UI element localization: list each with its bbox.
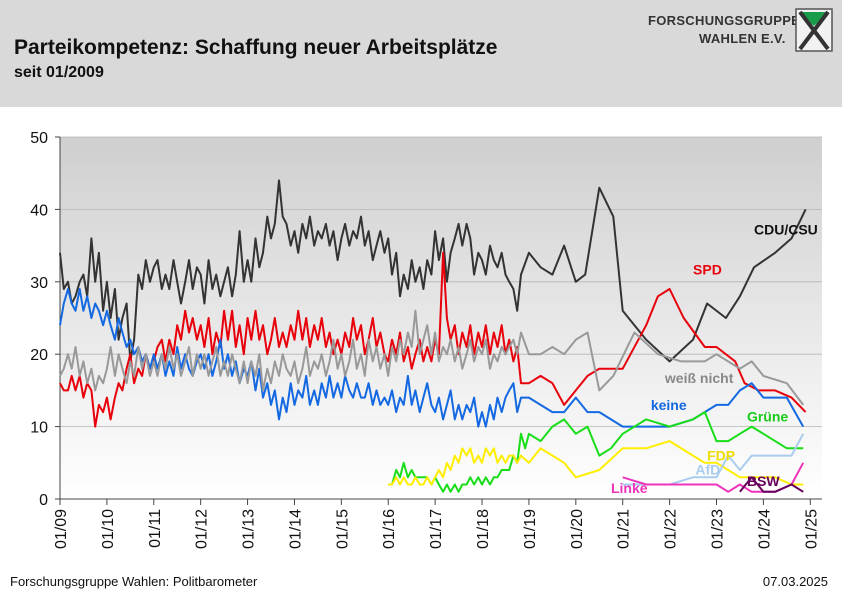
x-tick-label: 01/21 — [616, 509, 633, 549]
logo-line1: FORSCHUNGSGRUPPE — [648, 13, 801, 28]
logo-x-icon — [795, 8, 833, 52]
x-tick-label: 01/23 — [709, 509, 726, 549]
y-tick-label: 30 — [30, 275, 48, 292]
series-line-bsw — [739, 476, 804, 493]
series-lines — [59, 179, 807, 493]
series-label: Grüne — [747, 409, 788, 425]
x-tick-label: 01/17 — [428, 509, 445, 549]
chart-subtitle: seit 01/2009 — [14, 64, 104, 81]
x-tick-label: 01/18 — [475, 509, 492, 549]
x-tick-label: 01/20 — [569, 509, 586, 549]
y-axis: 0 10 20 30 40 50 — [30, 130, 61, 509]
logo-line2: WAHLEN E.V. — [699, 31, 786, 46]
series-line-gr-ne — [388, 411, 804, 493]
series-label: AfD — [695, 461, 720, 477]
series-label: FDP — [707, 448, 735, 464]
x-tick-label: 01/24 — [756, 509, 773, 549]
fgw-logo: FORSCHUNGSGRUPPE WAHLEN E.V. — [640, 8, 835, 56]
y-tick-label: 20 — [30, 347, 48, 364]
y-tick-label: 0 — [39, 492, 48, 509]
y-tick-label: 10 — [30, 420, 48, 437]
series-line-fdp — [388, 440, 804, 486]
x-tick-label: 01/13 — [241, 509, 258, 549]
y-tick-label: 40 — [30, 202, 48, 219]
x-tick-label: 01/25 — [803, 509, 820, 549]
chart-title: Parteikompetenz: Schaffung neuer Arbeits… — [14, 36, 498, 59]
series-label: BSW — [747, 473, 780, 489]
y-tick-label: 50 — [30, 130, 48, 147]
footer-date: 07.03.2025 — [762, 574, 828, 589]
series-line-wei-nicht — [59, 309, 804, 406]
x-tick-label: 01/12 — [194, 509, 211, 549]
header-band: Parteikompetenz: Schaffung neuer Arbeits… — [0, 0, 842, 107]
x-tick-label: 01/16 — [381, 509, 398, 549]
x-tick-label: 01/11 — [147, 509, 164, 548]
x-tick-label: 01/09 — [53, 509, 70, 549]
x-tick-label: 01/19 — [522, 509, 539, 549]
footer-source: Forschungsgruppe Wahlen: Politbarometer — [10, 574, 258, 589]
series-line-cdu-csu — [59, 179, 807, 363]
x-axis: 01/09 01/10 01/11 01/12 01/13 01/14 01/15 01/16… — [53, 498, 822, 549]
series-label: keine — [651, 397, 687, 413]
x-tick-label: 01/10 — [100, 509, 117, 549]
x-tick-label: 01/15 — [334, 509, 351, 549]
x-tick-label: 01/14 — [287, 509, 304, 549]
series-label: SPD — [693, 262, 722, 278]
series-label: CDU/CSU — [754, 222, 818, 238]
series-label: weiß nicht — [664, 370, 734, 386]
x-tick-label: 01/22 — [663, 509, 680, 549]
series-label: Linke — [611, 480, 648, 496]
